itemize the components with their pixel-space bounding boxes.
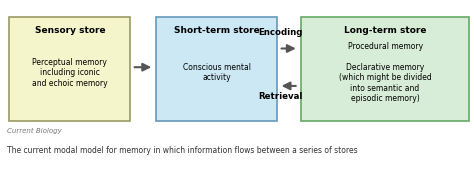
Text: Perceptual memory
including iconic
and echoic memory: Perceptual memory including iconic and e… bbox=[32, 58, 108, 88]
Text: Long-term store: Long-term store bbox=[344, 26, 427, 35]
Text: Encoding: Encoding bbox=[258, 28, 303, 37]
FancyBboxPatch shape bbox=[9, 17, 130, 120]
Text: Current Biology: Current Biology bbox=[7, 128, 62, 134]
Text: Procedural memory

Declarative memory
(which might be divided
into semantic and
: Procedural memory Declarative memory (wh… bbox=[339, 42, 431, 103]
FancyBboxPatch shape bbox=[301, 17, 469, 120]
FancyBboxPatch shape bbox=[156, 17, 277, 120]
Text: Short-term store: Short-term store bbox=[174, 26, 260, 35]
Text: Conscious mental
activity: Conscious mental activity bbox=[183, 63, 251, 82]
Text: Sensory store: Sensory store bbox=[35, 26, 105, 35]
Text: The current modal model for memory in which information flows between a series o: The current modal model for memory in wh… bbox=[7, 146, 358, 155]
Text: Retrieval: Retrieval bbox=[258, 92, 303, 101]
